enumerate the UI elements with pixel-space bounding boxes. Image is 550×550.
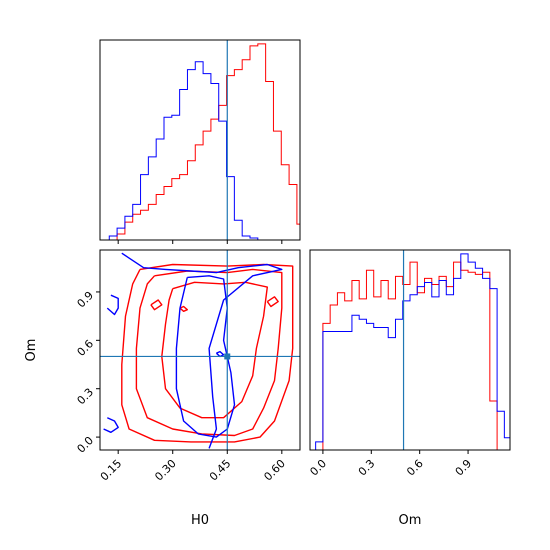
- h0-tick-label-0: 0.15: [98, 457, 125, 484]
- om-tick-label-0: 0.0: [75, 434, 97, 456]
- om-vs-h0-contour-panel: 0.15 0.30 0.45 0.60 0.0 0.3 0.6 0.9: [75, 249, 301, 484]
- h0-histogram-series-red: [101, 43, 300, 240]
- contour-blue-4: [215, 350, 225, 358]
- om-histogram-series-red: [315, 261, 505, 450]
- om-hist-tick-label-0: 0.0: [307, 457, 329, 479]
- h0-histogram-frame: [99, 39, 301, 241]
- om-histogram-series-blue: [315, 253, 510, 450]
- om-hist-tick-label-2: 0.6: [404, 457, 426, 479]
- contour-red-1: [135, 268, 283, 437]
- om-histogram-frame: [309, 249, 511, 451]
- contour-blue-2: [103, 417, 119, 433]
- x-axis-label-h0: H0: [191, 513, 209, 528]
- om-tick-label-1: 0.3: [75, 386, 97, 408]
- h0-tick-label-3: 0.60: [261, 457, 288, 484]
- contour-frame: [99, 249, 301, 451]
- contour-red-4: [150, 299, 163, 311]
- contour-red-3: [266, 296, 279, 308]
- h0-histogram-panel: [99, 39, 301, 244]
- x-axis-label-om: Om: [399, 513, 422, 528]
- om-hist-tick-label-1: 0.3: [356, 457, 378, 479]
- contour-blue-3: [106, 294, 119, 316]
- h0-tick-label-2: 0.45: [207, 457, 234, 484]
- om-tick-label-2: 0.6: [75, 337, 97, 359]
- contour-blue-0: [121, 252, 283, 449]
- h0-histogram-series-blue: [101, 61, 300, 240]
- om-hist-tick-label-3: 0.9: [453, 457, 475, 479]
- contour-red-2: [161, 281, 268, 419]
- y-axis-label-om: Om: [24, 339, 39, 362]
- contour-red-5: [179, 305, 189, 312]
- om-tick-label-3: 0.9: [75, 289, 97, 311]
- om-histogram-panel: 0.0 0.3 0.6 0.9: [307, 249, 511, 479]
- h0-tick-label-1: 0.30: [152, 457, 179, 484]
- truth-marker: [224, 353, 231, 360]
